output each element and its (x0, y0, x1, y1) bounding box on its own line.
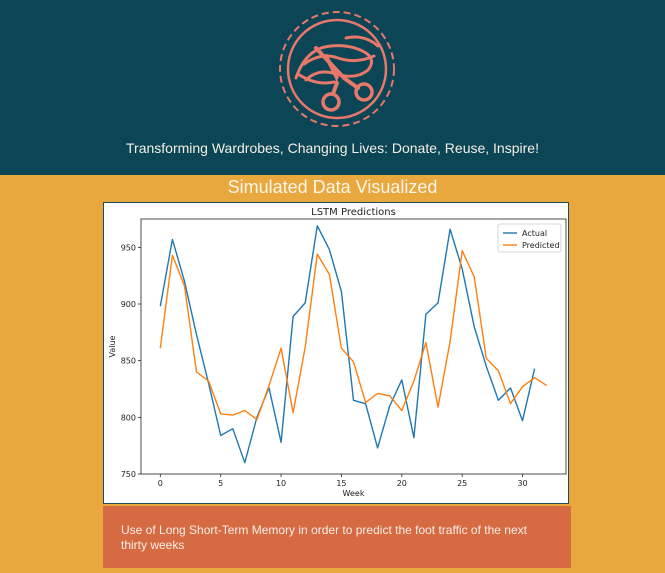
y-tick-label: 800 (121, 413, 136, 422)
x-tick-label: 30 (517, 479, 527, 488)
site-tagline: Transforming Wardrobes, Changing Lives: … (126, 140, 539, 156)
lstm-chart: LSTM Predictions 0 5 10 15 20 25 30 750 800 850 900… (103, 202, 569, 504)
x-tick-label: 15 (336, 479, 346, 488)
y-tick-label: 950 (121, 243, 136, 252)
y-tick-label: 900 (121, 300, 136, 309)
plot-area (140, 218, 567, 475)
chart-caption: Use of Long Short-Term Memory in order t… (103, 506, 571, 568)
site-header: Transforming Wardrobes, Changing Lives: … (0, 0, 665, 175)
x-tick-label: 5 (218, 479, 223, 488)
y-tick-label: 850 (121, 357, 136, 366)
x-axis-label: Week (343, 489, 365, 498)
chart-caption-text: Use of Long Short-Term Memory in order t… (121, 523, 527, 552)
y-tick-label: 750 (121, 470, 136, 479)
x-tick-label: 0 (158, 479, 163, 488)
chart-title: LSTM Predictions (311, 207, 396, 218)
y-axis-label: Value (108, 335, 117, 357)
series-line-actual (159, 225, 536, 464)
scissors-logo-icon (276, 8, 398, 130)
section-title: Simulated Data Visualized (227, 177, 438, 197)
x-tick-label: 10 (276, 479, 286, 488)
series-line-predicted (159, 250, 548, 421)
x-tick-label: 25 (457, 479, 467, 488)
chart-svg: LSTM Predictions 0 5 10 15 20 25 30 750 800 850 900… (108, 207, 567, 498)
x-tick-label: 20 (397, 479, 407, 488)
legend-label-actual: Actual (522, 229, 547, 238)
legend-label-predicted: Predicted (522, 241, 560, 250)
